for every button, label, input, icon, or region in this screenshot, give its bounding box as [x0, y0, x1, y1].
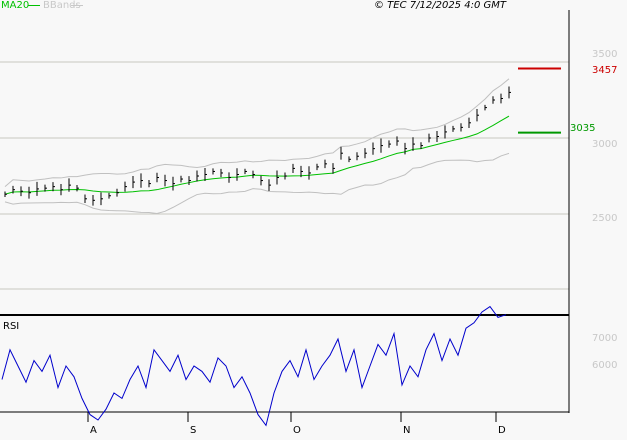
copyright: © TEC 7/12/2025 4:0 GMT — [374, 0, 506, 11]
x-tick-dec: D — [498, 425, 506, 436]
rsi-line — [1, 305, 507, 427]
legend-ma20: MA20 — [1, 0, 30, 11]
ma20-line — [4, 115, 510, 195]
tick-3500: 3500 — [592, 49, 618, 60]
support-label: 3035 — [570, 123, 596, 134]
tick-2500: 2500 — [592, 213, 618, 224]
rsi-tick-60: 6000 — [592, 360, 618, 371]
legend-bbands-swatch — [71, 5, 83, 6]
tick-3000: 3000 — [592, 139, 618, 150]
resistance-label: 3457 — [592, 65, 618, 76]
rsi-tick-70: 7000 — [592, 333, 618, 344]
x-tick-aug: A — [90, 425, 97, 436]
x-tick-nov: N — [403, 425, 411, 436]
x-tick-sep: S — [190, 425, 197, 436]
bbands-upper — [4, 78, 510, 188]
bbands-lower — [4, 152, 510, 215]
legend-bbands: BBands — [43, 0, 81, 11]
rsi-label: RSI — [3, 321, 20, 332]
x-tick-oct: O — [293, 425, 301, 436]
legend-ma20-swatch — [28, 5, 40, 6]
